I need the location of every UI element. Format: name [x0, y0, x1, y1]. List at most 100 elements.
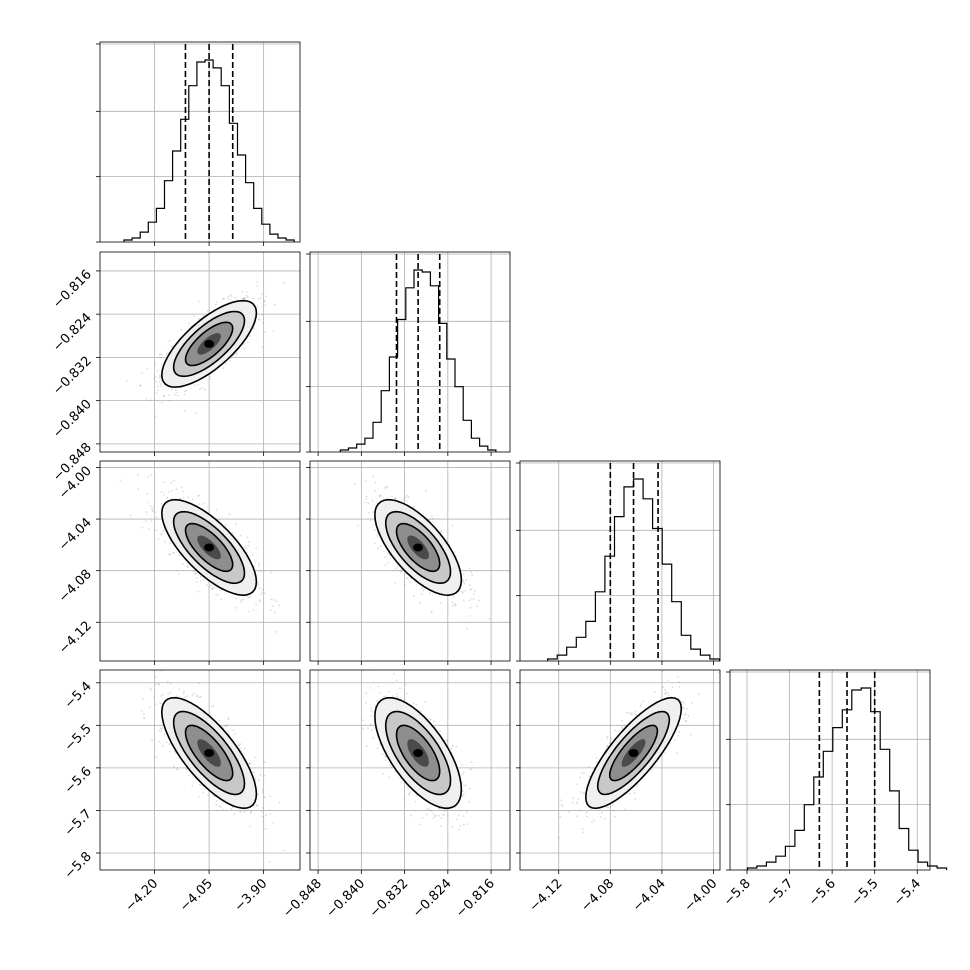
scatter-point	[150, 474, 153, 476]
scatter-point	[161, 727, 164, 730]
scatter-point	[223, 297, 226, 300]
scatter-point	[270, 571, 272, 574]
scatter-point	[220, 589, 223, 591]
scatter-point	[229, 360, 232, 362]
scatter-point	[176, 695, 179, 698]
scatter-point	[234, 733, 236, 735]
scatter-point	[373, 529, 376, 532]
scatter-point	[205, 584, 208, 587]
scatter-point	[394, 582, 397, 584]
scatter-point	[264, 827, 267, 830]
scatter-point	[453, 602, 456, 605]
hist-step-2	[547, 478, 721, 661]
density-content-2-0	[100, 461, 300, 661]
scatter-point	[193, 315, 196, 318]
scatter-point	[468, 615, 471, 617]
scatter-point	[261, 788, 264, 791]
scatter-point	[282, 281, 285, 284]
xtick-label-col1-4: −0.816	[453, 876, 498, 921]
scatter-point	[636, 785, 638, 788]
density-frame-2-0	[99, 460, 301, 662]
scatter-point	[455, 554, 457, 557]
scatter-point	[683, 702, 685, 704]
scatter-point	[239, 811, 241, 813]
scatter-point	[465, 579, 468, 581]
scatter-point	[379, 545, 382, 548]
scatter-point	[370, 710, 373, 713]
scatter-point	[422, 589, 425, 592]
scatter-point	[640, 703, 642, 706]
scatter-point	[234, 607, 237, 609]
scatter-point	[151, 510, 154, 513]
scatter-point	[568, 810, 570, 813]
scatter-point	[628, 712, 631, 715]
scatter-point	[160, 729, 163, 732]
scatter-point	[613, 810, 615, 812]
scatter-point	[468, 801, 471, 803]
scatter-point	[583, 772, 585, 774]
scatter-point	[488, 617, 491, 620]
scatter-point	[160, 727, 162, 730]
scatter-point	[604, 817, 606, 820]
scatter-point	[197, 318, 200, 320]
scatter-point	[396, 565, 399, 568]
scatter-point	[218, 805, 221, 808]
scatter-point	[384, 759, 387, 761]
scatter-point	[242, 598, 245, 601]
scatter-point	[462, 815, 465, 817]
scatter-point	[667, 679, 670, 682]
scatter-point	[262, 820, 265, 823]
scatter-point	[420, 593, 423, 596]
scatter-point	[151, 509, 154, 512]
scatter-point	[388, 776, 391, 779]
scatter-point	[261, 588, 264, 591]
scatter-point	[243, 297, 246, 300]
scatter-point	[365, 497, 368, 500]
scatter-point	[381, 753, 384, 755]
scatter-point	[384, 755, 387, 758]
scatter-point	[414, 800, 417, 803]
scatter-point	[593, 819, 595, 822]
scatter-point	[153, 696, 156, 699]
scatter-point	[175, 569, 178, 572]
scatter-point	[387, 552, 389, 555]
scatter-point	[453, 551, 456, 554]
hist-step-3	[746, 687, 948, 870]
scatter-point	[219, 806, 222, 808]
scatter-point	[195, 580, 198, 583]
scatter-point	[391, 495, 393, 498]
scatter-point	[425, 489, 427, 492]
scatter-point	[250, 810, 253, 813]
scatter-point	[468, 599, 471, 602]
scatter-point	[163, 395, 166, 397]
scatter-point	[240, 600, 242, 603]
scatter-point	[261, 791, 264, 793]
scatter-point	[176, 768, 179, 771]
scatter-point	[269, 609, 272, 611]
scatter-point	[685, 719, 688, 722]
scatter-point	[462, 573, 465, 576]
scatter-point	[157, 385, 160, 388]
scatter-point	[458, 814, 460, 816]
density-content-3-0	[100, 670, 300, 870]
scatter-point	[633, 791, 636, 794]
scatter-point	[406, 577, 408, 580]
scatter-point	[561, 805, 564, 807]
scatter-point	[241, 290, 244, 293]
scatter-point	[471, 597, 473, 600]
scatter-point	[258, 779, 260, 782]
xtick-label-col1-1: −0.840	[324, 876, 369, 921]
scatter-point	[221, 808, 224, 811]
scatter-point	[718, 668, 720, 670]
scatter-point	[677, 734, 680, 737]
scatter-point	[154, 683, 157, 686]
scatter-point	[146, 492, 149, 495]
scatter-point	[154, 676, 157, 678]
xtick-label-col0-1: −4.05	[177, 876, 216, 915]
scatter-point	[256, 305, 259, 308]
xtick-label-col0-2: −3.90	[232, 876, 271, 915]
scatter-point	[184, 390, 186, 393]
scatter-point	[197, 383, 200, 386]
contour-line-2	[584, 696, 683, 810]
scatter-point	[394, 497, 397, 500]
